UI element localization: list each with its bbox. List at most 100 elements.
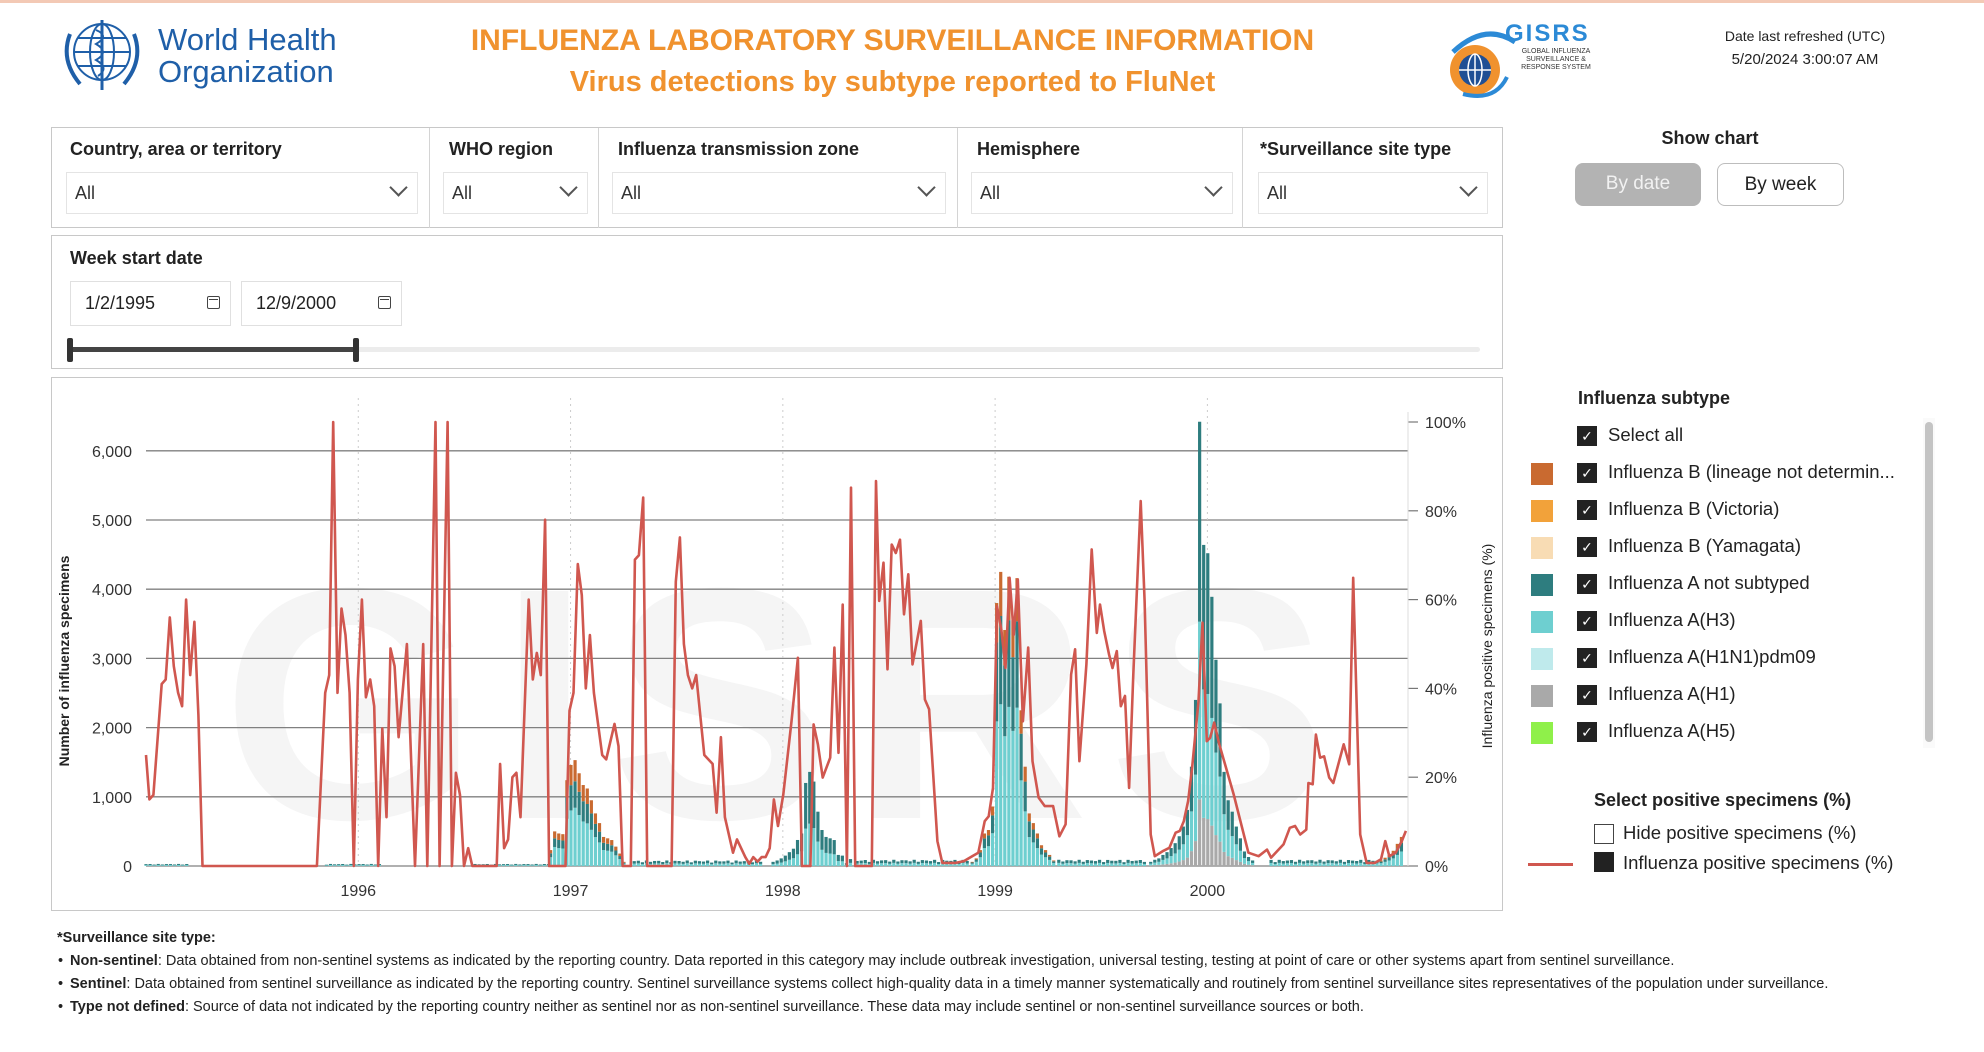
transmission-zone-dropdown[interactable]: All — [612, 172, 946, 214]
bar-segment-a_ns — [1302, 861, 1306, 864]
bar-segment-h3 — [1122, 864, 1126, 866]
hemisphere-dropdown[interactable]: All — [971, 172, 1233, 214]
bar-segment-b_nd — [1031, 823, 1035, 830]
bar-segment-h3 — [1149, 863, 1153, 866]
bar-segment-h3 — [970, 863, 974, 866]
legend-item-h1pdm[interactable]: ✓ Influenza A(H1N1)pdm09 — [1528, 646, 1918, 676]
legend-scrollbar-thumb[interactable] — [1925, 422, 1933, 742]
legend-item-a_ns[interactable]: ✓ Influenza A not subtyped — [1528, 572, 1918, 602]
bar-segment-a_ns — [1153, 859, 1157, 863]
bar-segment-a_ns — [816, 811, 820, 842]
date-slider-start-handle[interactable] — [67, 338, 73, 362]
bar-segment-h3 — [518, 865, 522, 866]
bar-segment-h3 — [1031, 842, 1035, 866]
bar-segment-a_ns — [1226, 800, 1230, 830]
start-date-input[interactable]: 1/2/1995 — [70, 281, 231, 326]
positive-series-item[interactable]: Influenza positive specimens (%) — [1528, 852, 1918, 882]
bar-segment-b_nd — [1039, 845, 1044, 849]
site-type-dropdown[interactable]: All — [1258, 172, 1488, 214]
by-week-button[interactable]: By week — [1717, 163, 1844, 206]
bar-segment-b_nd — [561, 834, 565, 841]
who-logo-text: World Health Organization — [158, 24, 337, 88]
bar-segment-a_ns — [937, 862, 941, 865]
bar-segment-h3 — [714, 863, 718, 866]
bar-segment-a_ns — [1246, 857, 1251, 862]
bar-segment-h3 — [1134, 863, 1138, 866]
bar-segment-b_nd — [1003, 630, 1007, 666]
checkbox-checked-icon[interactable]: ✓ — [1577, 500, 1597, 520]
bar-segment-a_ns — [534, 863, 538, 865]
legend-item-h3[interactable]: ✓ Influenza A(H3) — [1528, 609, 1918, 639]
bar-segment-a_ns — [900, 860, 904, 864]
bar-segment-h3 — [697, 863, 702, 866]
end-date-input[interactable]: 12/9/2000 — [241, 281, 402, 326]
bar-segment-h3 — [982, 848, 987, 866]
bar-segment-a_ns — [795, 839, 800, 855]
bar-segment-h3 — [920, 863, 924, 866]
bar-segment-h3 — [1043, 857, 1048, 866]
checkbox-unchecked-icon[interactable] — [1594, 824, 1614, 844]
date-slider-track[interactable] — [70, 347, 1480, 352]
bar-segment-h3 — [510, 865, 514, 866]
bar-segment-h3 — [916, 863, 920, 866]
checkbox-filled-icon[interactable] — [1594, 852, 1614, 872]
checkbox-checked-icon[interactable]: ✓ — [1577, 537, 1597, 557]
bar-segment-b_nd — [1395, 843, 1399, 849]
legend-scrollbar[interactable] — [1923, 418, 1935, 748]
bar-segment-h3 — [538, 865, 542, 866]
y2-tick-label: 80% — [1425, 504, 1457, 521]
bar-segment-h3 — [990, 833, 995, 866]
bar-segment-b_nd — [622, 861, 626, 863]
legend-item-h5[interactable]: ✓ Influenza A(H5) — [1528, 720, 1918, 750]
legend-item-h1[interactable]: ✓ Influenza A(H1) — [1528, 683, 1918, 713]
country-dropdown[interactable]: All — [66, 172, 418, 214]
bar-segment-a_ns — [1093, 861, 1098, 864]
calendar-icon[interactable] — [207, 296, 220, 309]
legend-item-b_vic[interactable]: ✓ Influenza B (Victoria) — [1528, 498, 1918, 528]
by-date-button[interactable]: By date — [1575, 163, 1701, 206]
legend-label: Hide positive specimens (%) — [1623, 822, 1857, 843]
bar-segment-b_nd — [1383, 857, 1387, 860]
checkbox-checked-icon[interactable]: ✓ — [1577, 685, 1597, 705]
bar-segment-a_ns — [337, 864, 341, 866]
checkbox-checked-icon[interactable]: ✓ — [1577, 722, 1597, 742]
legend-select-all[interactable]: ✓ Select all — [1528, 424, 1918, 454]
bar-segment-h3 — [742, 863, 746, 866]
y2-tick-label: 60% — [1425, 593, 1457, 610]
filter-panel: Country, area or territory All WHO regio… — [51, 127, 1503, 228]
bar-segment-h3 — [937, 864, 941, 866]
bar-segment-a_ns — [1134, 860, 1138, 864]
bar-segment-a_ns — [1015, 621, 1019, 708]
date-slider-end-handle[interactable] — [353, 338, 359, 362]
line-swatch-icon — [1528, 863, 1573, 866]
bar-segment-h3 — [1285, 863, 1289, 866]
y2-tick-label: 0% — [1425, 859, 1448, 876]
chart-watermark: GISRS — [222, 519, 1349, 888]
calendar-icon[interactable] — [378, 296, 391, 309]
bar-segment-h1 — [1234, 860, 1238, 866]
bar-segment-a_ns — [1399, 842, 1404, 852]
legend-item-b_nd[interactable]: ✓ Influenza B (lineage not determin... — [1528, 461, 1918, 491]
checkbox-checked-icon[interactable]: ✓ — [1577, 574, 1597, 594]
bar-segment-h3 — [1065, 863, 1069, 866]
checkbox-checked-icon[interactable]: ✓ — [1577, 648, 1597, 668]
legend-item-b_yam[interactable]: ✓ Influenza B (Yamagata) — [1528, 535, 1918, 565]
bar-segment-a_ns — [614, 850, 618, 856]
bar-segment-h3 — [820, 849, 824, 866]
bar-segment-a_ns — [1281, 861, 1285, 864]
checkbox-checked-icon[interactable]: ✓ — [1577, 426, 1597, 446]
bar-segment-h3 — [585, 823, 589, 866]
bar-segment-a_ns — [1065, 860, 1069, 864]
bar-segment-h3 — [1359, 862, 1363, 866]
bar-segment-a_ns — [349, 863, 353, 865]
date-range-label: Week start date — [70, 248, 203, 268]
checkbox-checked-icon[interactable]: ✓ — [1577, 463, 1597, 483]
who-region-dropdown[interactable]: All — [443, 172, 588, 214]
hide-positive-toggle[interactable]: Hide positive specimens (%) — [1545, 822, 1935, 852]
bar-segment-a_ns — [1057, 859, 1061, 863]
bar-segment-h3 — [1019, 780, 1023, 866]
bar-segment-h3 — [1334, 863, 1338, 866]
checkbox-checked-icon[interactable]: ✓ — [1577, 611, 1597, 631]
bar-segment-h3 — [324, 865, 329, 866]
bar-segment-h1 — [1210, 825, 1214, 866]
